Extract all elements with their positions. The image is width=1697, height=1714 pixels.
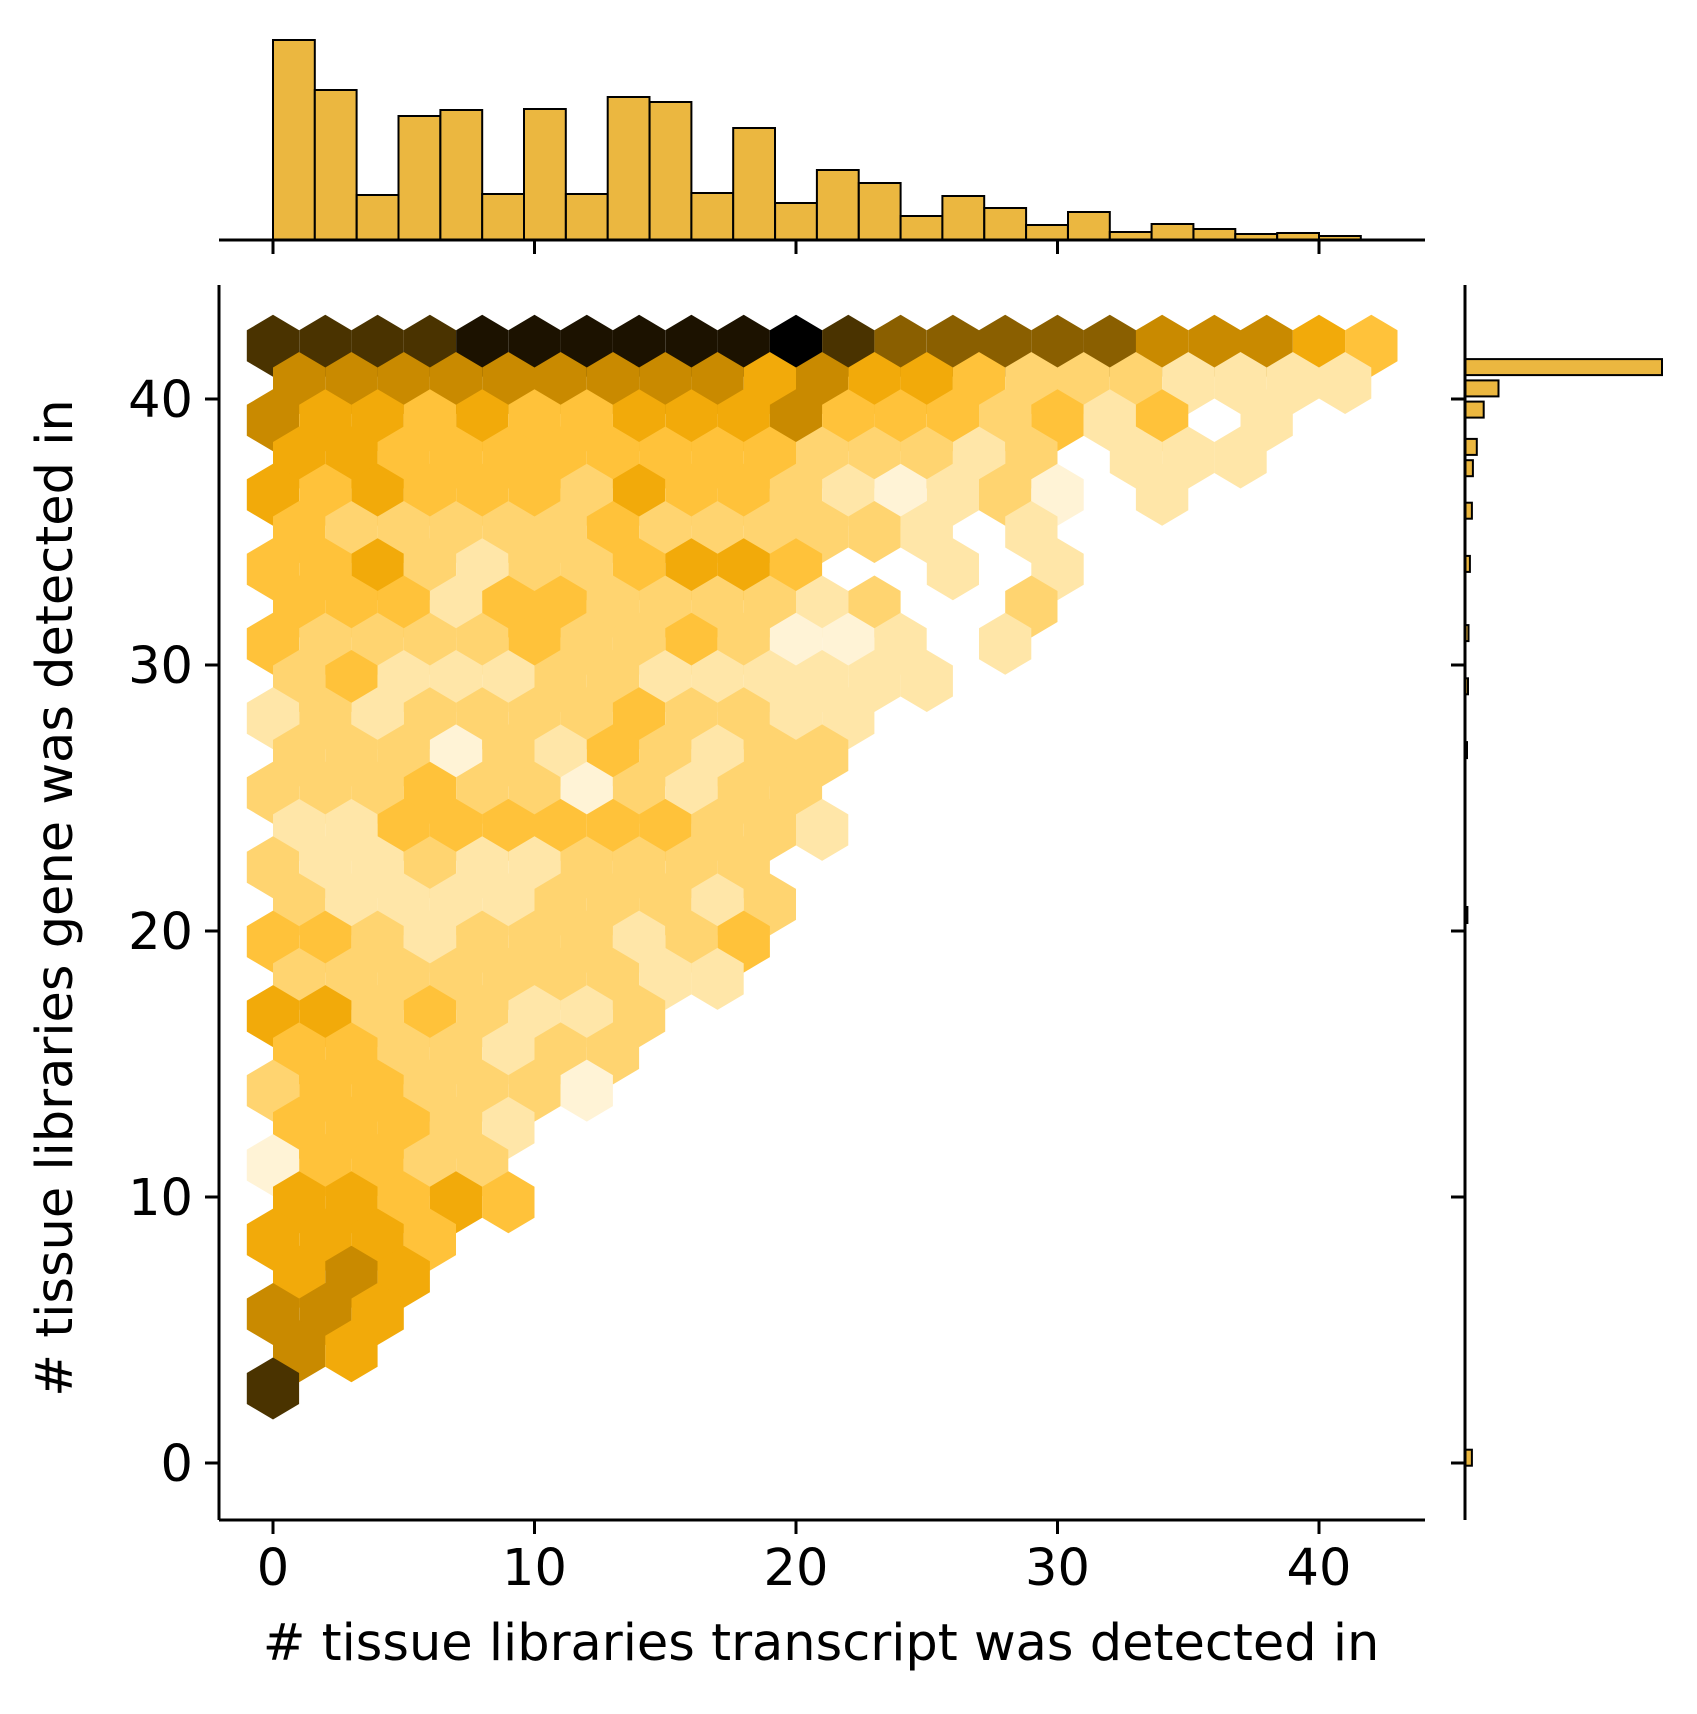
x-marginal-bar	[1150, 223, 1195, 241]
x-tick-label: 30	[1025, 1539, 1090, 1598]
x-marginal-bar	[774, 202, 818, 241]
y-tick-label: 40	[128, 371, 193, 430]
hexbin-cell	[482, 1171, 535, 1234]
x-tick-label: 10	[502, 1539, 567, 1598]
x-tick-label: 20	[764, 1539, 829, 1598]
x-marginal-bar	[606, 96, 651, 241]
x-marginal-bar	[815, 169, 860, 241]
x-tick-label: 0	[257, 1539, 289, 1598]
hexbin-cell	[691, 947, 744, 1010]
x-marginal-bar	[564, 193, 609, 241]
hexbin-cell	[926, 538, 979, 601]
y-marginal-histogram	[1463, 285, 1663, 1520]
x-marginal-bar	[690, 192, 735, 241]
tick-labels: 0 10 20 30 40 0 10 20 30 40	[128, 371, 1351, 1598]
axes	[205, 240, 1465, 1534]
hexbin-cell	[848, 501, 901, 563]
y-tick-label: 30	[128, 637, 193, 696]
x-marginal-bar	[941, 195, 986, 241]
hexbin-cells	[246, 314, 1398, 1420]
x-marginal-bar	[397, 115, 442, 241]
hexbin-cell	[900, 650, 953, 712]
x-marginal-bar	[272, 39, 316, 241]
x-marginal-bar	[481, 193, 526, 241]
hexbin-cell	[796, 798, 849, 861]
hexbin-cell	[246, 1357, 300, 1420]
x-marginal-bar	[1192, 228, 1237, 241]
y-marginal-bar	[1464, 400, 1485, 419]
x-marginal-bar	[1025, 224, 1069, 241]
x-marginal-bar	[857, 182, 902, 241]
x-tick-label: 40	[1287, 1539, 1352, 1598]
x-marginal-histogram	[219, 39, 1425, 242]
x-marginal-bar	[732, 127, 777, 241]
y-marginal-bar	[1464, 379, 1500, 398]
hexbin-cell	[325, 1320, 378, 1383]
y-marginal-bar	[1464, 437, 1478, 456]
x-marginal-bar	[313, 89, 358, 241]
hexbin-cell	[1319, 352, 1372, 414]
x-axis-label: # tissue libraries transcript was detect…	[263, 1614, 1380, 1673]
hexbin-cell	[979, 612, 1032, 675]
x-marginal-bar	[523, 108, 567, 241]
x-marginal-bar	[983, 207, 1028, 241]
x-marginal-bar	[439, 109, 484, 241]
y-axis-label: # tissue libraries gene was detected in	[26, 399, 85, 1396]
y-tick-label: 20	[128, 903, 193, 962]
x-marginal-bar	[355, 194, 400, 241]
hexbin-cell	[560, 1059, 613, 1122]
x-marginal-bar	[1067, 211, 1111, 241]
x-marginal-bar	[648, 101, 693, 241]
y-marginal-bar	[1464, 358, 1663, 377]
hexbin-cell	[1214, 426, 1267, 489]
y-tick-label: 10	[128, 1169, 193, 1228]
hexbin-cell	[1135, 463, 1189, 526]
y-tick-label: 0	[161, 1435, 193, 1494]
x-marginal-bar	[899, 215, 944, 241]
